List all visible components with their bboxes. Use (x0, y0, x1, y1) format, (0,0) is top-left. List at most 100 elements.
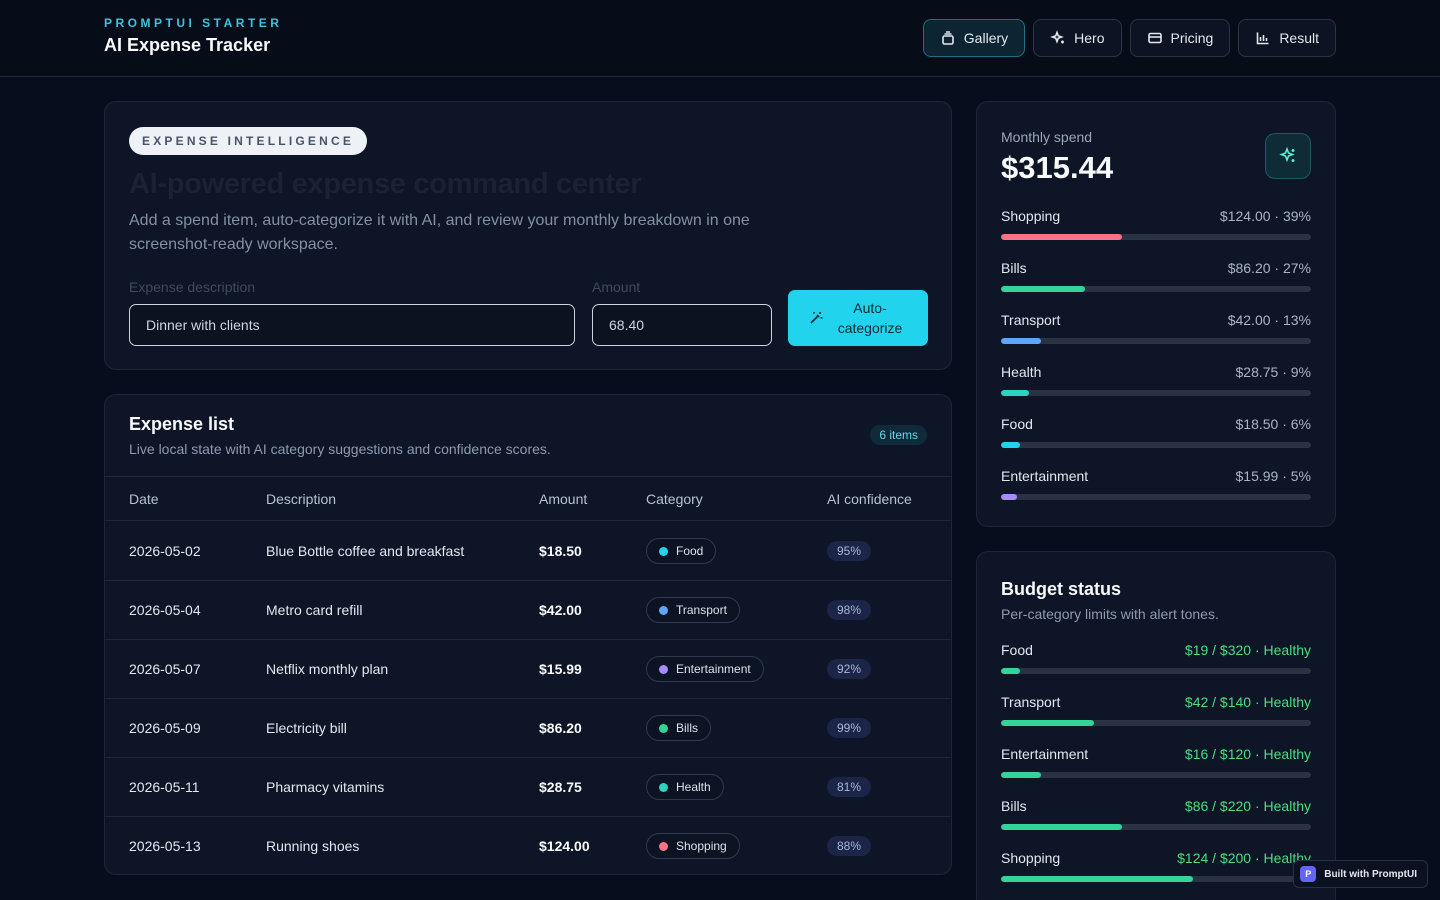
item-count-badge: 6 items (870, 425, 927, 445)
row-amount: $15.99 (539, 661, 582, 677)
category-label: Entertainment (676, 662, 751, 676)
row-amount: $124.00 (539, 838, 590, 854)
expense-list-subtitle: Live local state with AI category sugges… (129, 441, 551, 457)
spend-progress-track (1001, 494, 1311, 500)
row-date: 2026-05-13 (129, 838, 201, 854)
table-row[interactable]: 2026-05-02 Blue Bottle coffee and breakfa… (105, 522, 951, 581)
category-chip[interactable]: Health (646, 774, 724, 800)
ai-insights-button[interactable] (1265, 133, 1311, 179)
monthly-spend-card: Monthly spend $315.44 Shopping $124.00 · … (976, 101, 1336, 527)
spend-progress-track (1001, 286, 1311, 292)
category-dot (659, 605, 668, 615)
spend-progress-fill (1001, 442, 1020, 448)
row-category-cell: Shopping (646, 817, 740, 874)
row-date: 2026-05-09 (129, 720, 201, 736)
amount-input[interactable]: 68.40 (592, 304, 772, 346)
row-category-cell: Transport (646, 581, 740, 639)
spend-category-row: Transport $42.00 · 13% (1001, 312, 1311, 346)
category-chip[interactable]: Transport (646, 597, 740, 623)
description-input[interactable]: Dinner with clients (129, 304, 575, 346)
spend-category-row: Bills $86.20 · 27% (1001, 260, 1311, 294)
category-chip[interactable]: Bills (646, 715, 712, 741)
column-header-date[interactable]: Date (129, 490, 159, 507)
spend-category-name: Food (1001, 416, 1033, 432)
budget-progress-track (1001, 668, 1311, 674)
monthly-spend-total: $315.44 (1001, 150, 1114, 185)
spend-category-value: $15.99 · 5% (1235, 468, 1312, 484)
spend-progress-fill (1001, 494, 1017, 500)
spend-category-name: Shopping (1001, 208, 1061, 224)
budget-progress-track (1001, 824, 1311, 830)
budget-progress-track (1001, 720, 1311, 726)
category-chip[interactable]: Shopping (646, 833, 740, 859)
spend-progress-track (1001, 234, 1311, 240)
column-header-description[interactable]: Description (266, 490, 337, 507)
budget-category-name: Food (1001, 642, 1033, 658)
spend-progress-fill (1001, 234, 1122, 240)
row-date: 2026-05-11 (129, 779, 200, 795)
spend-category-value: $28.75 · 9% (1235, 364, 1312, 380)
category-dot (659, 782, 668, 792)
row-confidence-cell: 81% (827, 758, 872, 816)
hero-description: Add a spend item, auto-categorize it wit… (129, 212, 750, 253)
table-row[interactable]: 2026-05-13 Running shoes $124.00 Shopping 88… (105, 817, 951, 874)
row-description: Netflix monthly plan (266, 661, 389, 677)
expense-list-title: Expense list (129, 414, 235, 434)
column-header-amount[interactable]: Amount (539, 490, 588, 507)
budget-status-subtitle: Per-category limits with alert tones. (1001, 606, 1219, 622)
spend-progress-fill (1001, 286, 1085, 292)
sparkle-icon (1279, 146, 1295, 163)
budget-category-name: Transport (1001, 694, 1061, 710)
table-row[interactable]: 2026-05-04 Metro card refill $42.00 Transpo… (105, 581, 951, 640)
budget-category-value: $124 / $200 · Healthy (1177, 850, 1311, 866)
row-amount: $18.50 (539, 543, 582, 559)
row-amount: $86.20 (539, 720, 582, 736)
row-amount: $28.75 (539, 779, 582, 795)
spend-category-name: Bills (1001, 260, 1027, 276)
confidence-badge: 99% (827, 718, 872, 738)
spend-category-row: Shopping $124.00 · 39% (1001, 208, 1311, 242)
row-confidence-cell: 88% (827, 817, 872, 874)
table-row[interactable]: 2026-05-11 Pharmacy vitamins $28.75 Health 8… (105, 758, 951, 817)
row-amount: $42.00 (539, 602, 582, 618)
budget-category-name: Bills (1001, 798, 1027, 814)
budget-category-row: Food $19 / $320 · Healthy (1001, 642, 1311, 676)
row-category-cell: Bills (646, 699, 712, 757)
budget-status-card: Budget status Per-category limits with a… (976, 551, 1336, 900)
category-chip[interactable]: Food (646, 538, 717, 564)
spend-progress-track (1001, 442, 1311, 448)
table-row[interactable]: 2026-05-09 Electricity bill $86.20 Bills 99% (105, 699, 951, 758)
nav-hero-button[interactable]: Hero (1033, 19, 1122, 57)
category-chip[interactable]: Entertainment (646, 656, 764, 682)
spend-progress-fill (1001, 390, 1029, 396)
amount-label: Amount (592, 279, 641, 295)
spend-progress-fill (1001, 338, 1042, 344)
row-confidence-cell: 92% (827, 640, 872, 698)
table-row[interactable]: 2026-05-07 Netflix monthly plan $15.99 Ente… (105, 640, 951, 699)
budget-progress-fill (1001, 824, 1122, 830)
bar-chart-icon (1257, 32, 1269, 45)
confidence-badge: 92% (827, 659, 872, 679)
row-category-cell: Entertainment (646, 640, 764, 698)
description-label: Expense description (129, 279, 256, 295)
spend-category-value: $18.50 · 6% (1235, 416, 1312, 432)
magic-wand-icon (810, 311, 823, 324)
category-label: Bills (676, 721, 699, 735)
hero-card: EXPENSE INTELLIGENCE AI-powered expense … (104, 101, 952, 370)
top-bar: PROMPTUI STARTER AI Expense Tracker Gall… (0, 0, 1440, 77)
column-header-confidence[interactable]: AI confidence (827, 490, 912, 507)
auto-categorize-button[interactable]: Auto-categorize (788, 290, 928, 346)
row-date: 2026-05-07 (129, 661, 201, 677)
row-description: Blue Bottle coffee and breakfast (266, 543, 465, 559)
built-with-label: Built with PromptUI (1324, 868, 1417, 880)
row-description: Pharmacy vitamins (266, 779, 385, 795)
budget-category-value: $19 / $320 · Healthy (1184, 642, 1311, 658)
built-with-badge[interactable]: P Built with PromptUI (1293, 860, 1428, 888)
column-header-category[interactable]: Category (646, 490, 703, 507)
row-description: Electricity bill (266, 720, 347, 736)
nav-result-button[interactable]: Result (1238, 19, 1336, 57)
spend-progress-track (1001, 390, 1311, 396)
nav-gallery-button[interactable]: Gallery (922, 19, 1026, 57)
budget-category-value: $86 / $220 · Healthy (1184, 798, 1311, 814)
nav-pricing-button[interactable]: Pricing (1129, 19, 1231, 57)
